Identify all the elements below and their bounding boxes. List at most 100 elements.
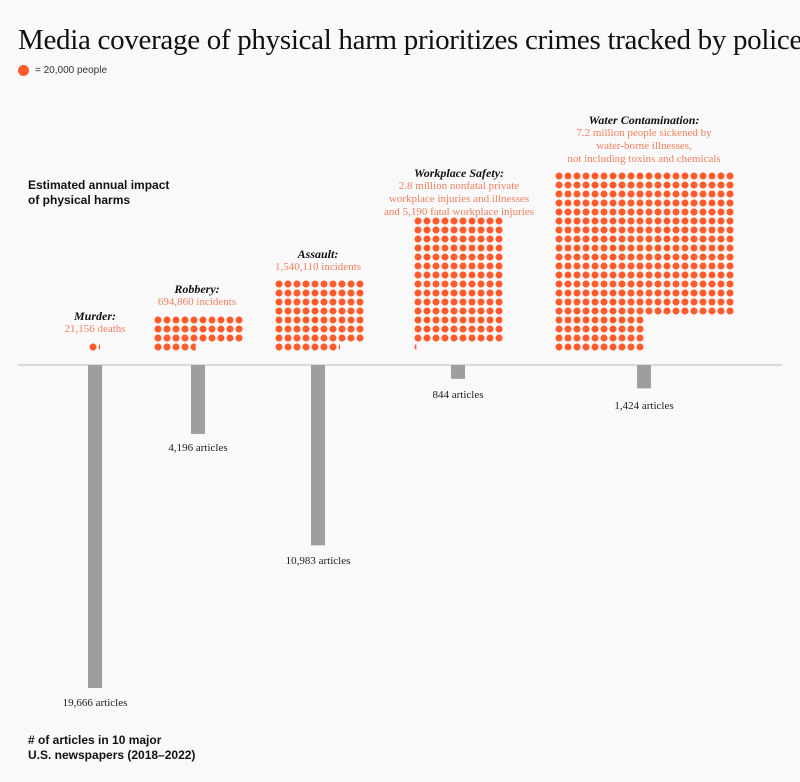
person-dot <box>555 226 563 234</box>
person-dot <box>235 325 243 333</box>
person-dot <box>699 253 707 261</box>
value-label: water-borne illnesses, <box>596 140 692 152</box>
person-dot <box>627 190 635 198</box>
person-dot <box>654 226 662 234</box>
person-dot <box>618 280 626 288</box>
person-dot <box>690 190 698 198</box>
person-dot <box>672 271 680 279</box>
person-dot <box>618 235 626 243</box>
person-dot <box>663 190 671 198</box>
person-dot <box>726 199 734 207</box>
person-dot <box>414 298 422 306</box>
person-dot <box>618 217 626 225</box>
person-dot <box>432 325 440 333</box>
person-dot <box>699 244 707 252</box>
person-dot <box>423 280 431 288</box>
person-dot <box>726 190 734 198</box>
person-dot <box>690 298 698 306</box>
person-dot <box>564 307 572 315</box>
person-dot <box>663 226 671 234</box>
person-dot <box>717 181 725 189</box>
person-dot <box>681 262 689 270</box>
person-dot <box>172 325 180 333</box>
person-dot <box>163 334 171 342</box>
person-dot <box>555 208 563 216</box>
person-dot <box>450 235 458 243</box>
person-dot <box>432 334 440 342</box>
person-dot <box>582 235 590 243</box>
person-dot <box>459 325 467 333</box>
person-dot <box>600 325 608 333</box>
person-dot <box>636 226 644 234</box>
person-dot <box>627 208 635 216</box>
person-dot <box>356 307 364 315</box>
person-dot <box>636 244 644 252</box>
label-murder: Murder: 21,156 deaths <box>64 309 125 336</box>
person-dot <box>627 334 635 342</box>
category-label: Assault: <box>297 247 339 261</box>
person-dot <box>645 289 653 297</box>
person-dot <box>645 199 653 207</box>
person-dot <box>681 244 689 252</box>
person-dot <box>356 325 364 333</box>
person-dot <box>600 262 608 270</box>
value-label: not including toxins and chemicals <box>567 153 721 165</box>
person-dot <box>636 181 644 189</box>
person-dot <box>627 235 635 243</box>
person-dot <box>636 253 644 261</box>
person-dot <box>681 235 689 243</box>
person-dot <box>609 208 617 216</box>
person-dot <box>320 316 328 324</box>
person-dot <box>708 307 716 315</box>
person-dot <box>432 244 440 252</box>
person-dot <box>618 307 626 315</box>
person-dot <box>618 253 626 261</box>
person-dot <box>347 334 355 342</box>
person-dot <box>618 199 626 207</box>
person-dot <box>600 343 608 351</box>
person-dot <box>468 235 476 243</box>
person-dot <box>564 325 572 333</box>
person-dot <box>284 325 292 333</box>
person-dot <box>600 181 608 189</box>
person-dot <box>414 307 422 315</box>
person-dot <box>582 181 590 189</box>
person-dot <box>672 226 680 234</box>
person-dot <box>495 307 503 315</box>
person-dot <box>627 217 635 225</box>
person-dot <box>600 244 608 252</box>
person-dot <box>311 325 319 333</box>
person-dot <box>645 235 653 243</box>
person-dot <box>591 316 599 324</box>
person-dot <box>654 253 662 261</box>
person-dot <box>600 271 608 279</box>
person-dot <box>645 298 653 306</box>
person-dot <box>555 325 563 333</box>
person-dot <box>486 262 494 270</box>
person-dot <box>645 280 653 288</box>
person-dot <box>495 235 503 243</box>
category-label: Workplace Safety: <box>413 166 505 180</box>
person-dot <box>591 253 599 261</box>
person-dot <box>432 253 440 261</box>
person-dot <box>717 244 725 252</box>
person-dot <box>627 343 635 351</box>
person-dot <box>486 307 494 315</box>
person-dot <box>708 298 716 306</box>
value-label: 694,860 incidents <box>157 296 237 308</box>
person-dot <box>302 334 310 342</box>
person-dot <box>564 190 572 198</box>
person-dot <box>217 316 225 324</box>
person-dot <box>663 280 671 288</box>
person-dot <box>329 316 337 324</box>
person-dot <box>432 271 440 279</box>
person-dot <box>663 253 671 261</box>
person-dot <box>582 307 590 315</box>
person-dot <box>726 181 734 189</box>
person-dot <box>423 262 431 270</box>
person-dot <box>356 289 364 297</box>
person-dot <box>441 325 449 333</box>
person-dot <box>591 271 599 279</box>
person-dot <box>338 289 346 297</box>
